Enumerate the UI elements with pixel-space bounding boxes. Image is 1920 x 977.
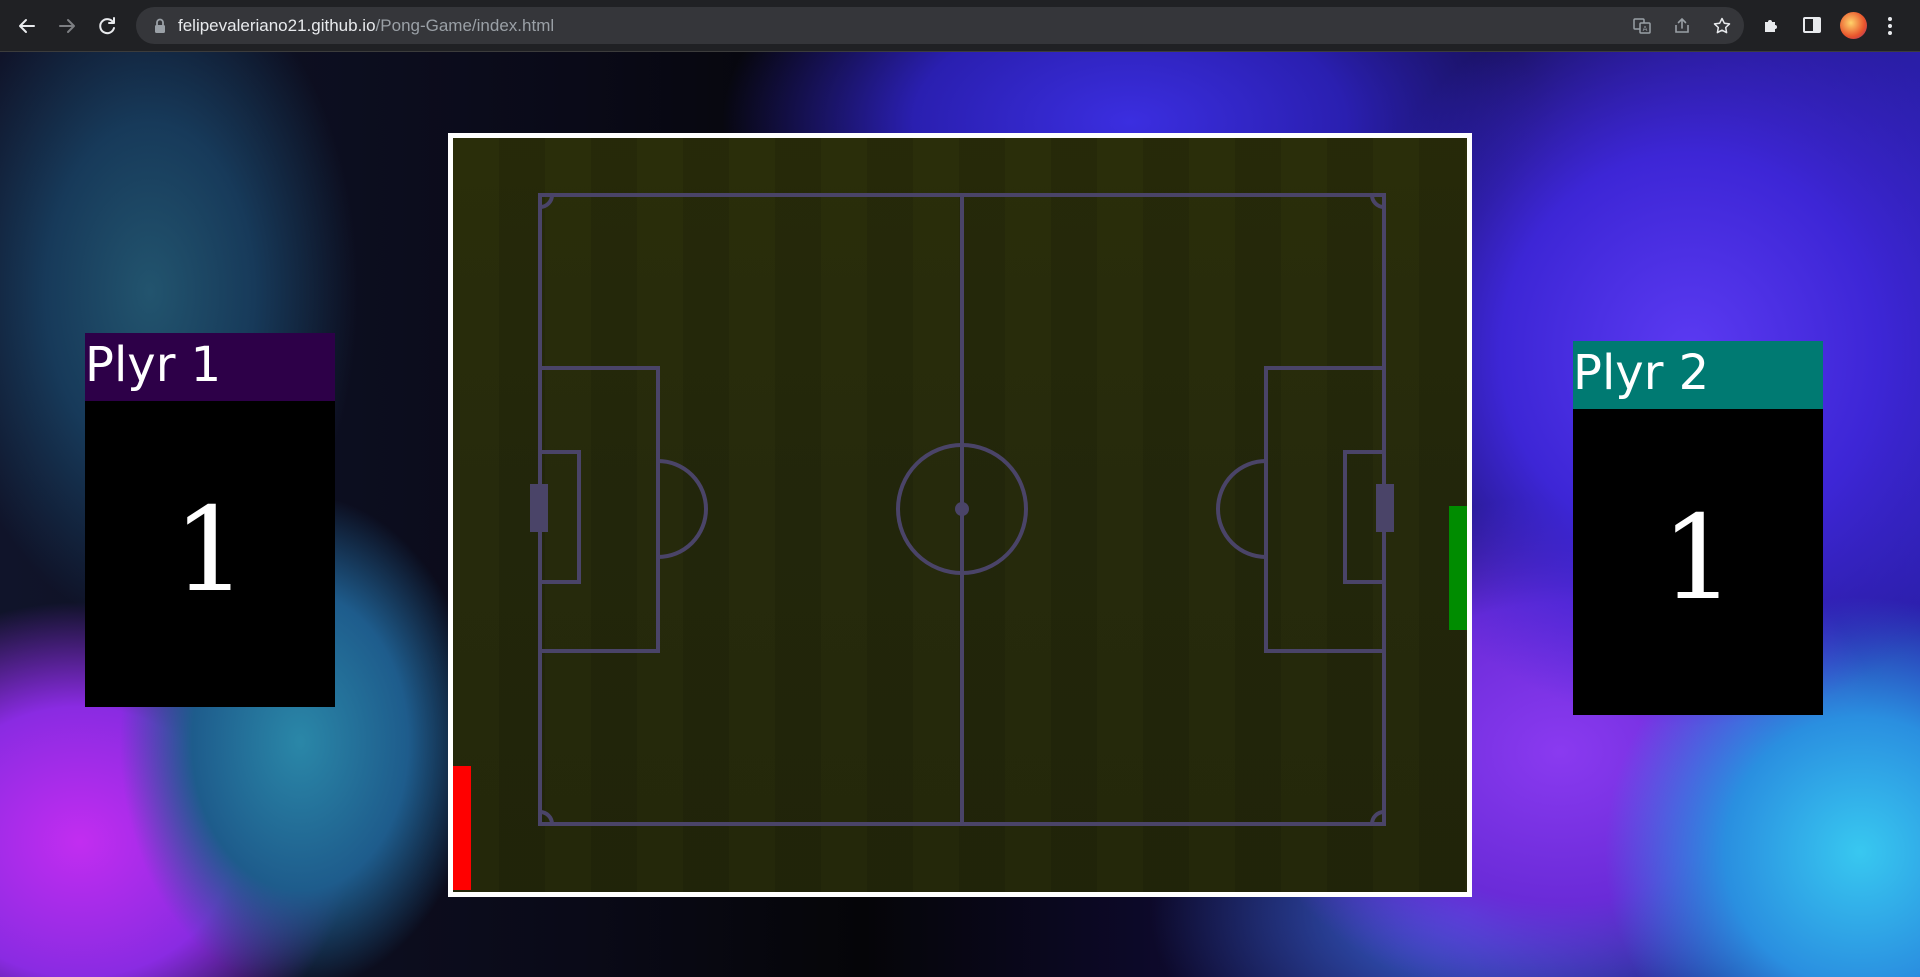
right-penalty-arc xyxy=(1216,459,1267,559)
url-host: felipevaleriano21.github.io xyxy=(178,16,376,35)
menu-icon[interactable] xyxy=(1886,14,1894,38)
left-penalty-area xyxy=(538,366,660,653)
browser-toolbar: felipevaleriano21.github.io/Pong-Game/in… xyxy=(0,0,1920,52)
player2-paddle[interactable] xyxy=(1449,506,1467,630)
translate-icon[interactable]: A xyxy=(1632,16,1652,36)
reload-button[interactable] xyxy=(93,12,121,40)
game-canvas[interactable] xyxy=(448,133,1472,897)
forward-button[interactable] xyxy=(53,12,81,40)
back-icon xyxy=(19,19,35,33)
player2-scoreboard: Plyr 2 1 xyxy=(1573,341,1823,715)
extensions-icon[interactable] xyxy=(1761,14,1783,36)
right-penalty-area xyxy=(1264,366,1386,653)
player1-label: Plyr 1 xyxy=(85,333,335,401)
player1-score: 1 xyxy=(173,483,247,618)
player2-label: Plyr 2 xyxy=(1573,341,1823,409)
corner-arc xyxy=(539,194,554,209)
url-text[interactable]: felipevaleriano21.github.io/Pong-Game/in… xyxy=(178,7,554,44)
corner-arc xyxy=(539,810,554,825)
url-path: /Pong-Game/index.html xyxy=(375,16,555,35)
left-penalty-arc xyxy=(657,459,708,559)
star-icon[interactable] xyxy=(1712,16,1732,36)
lock-icon[interactable] xyxy=(150,16,170,36)
address-bar[interactable]: felipevaleriano21.github.io/Pong-Game/in… xyxy=(136,7,1744,44)
forward-icon xyxy=(59,19,75,33)
back-button[interactable] xyxy=(13,12,41,40)
center-circle xyxy=(896,443,1028,575)
svg-text:A: A xyxy=(1643,25,1648,33)
share-icon[interactable] xyxy=(1672,16,1692,36)
corner-arc xyxy=(1370,194,1385,209)
game-page: Plyr 1 1 Plyr 2 1 xyxy=(0,52,1920,977)
player1-paddle[interactable] xyxy=(453,766,471,890)
reload-icon xyxy=(99,17,115,35)
avatar[interactable] xyxy=(1840,12,1867,39)
center-spot xyxy=(955,502,969,516)
soccer-field-markings xyxy=(530,193,1394,826)
right-goal xyxy=(1376,484,1394,532)
player1-scoreboard: Plyr 1 1 xyxy=(85,333,335,707)
left-goal xyxy=(530,484,548,532)
player2-score: 1 xyxy=(1661,491,1735,626)
corner-arc xyxy=(1370,810,1385,825)
side-panel-icon[interactable] xyxy=(1801,14,1823,36)
